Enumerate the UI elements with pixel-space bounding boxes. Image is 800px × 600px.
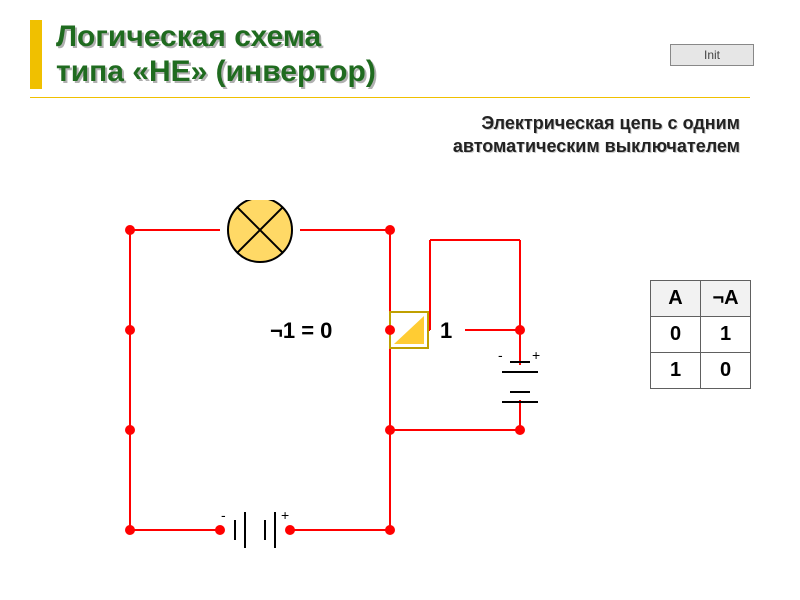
table-cell: 0 — [651, 317, 701, 353]
svg-text:-: - — [221, 507, 226, 523]
divider — [30, 97, 750, 98]
svg-text:+: + — [532, 347, 540, 363]
table-header: ¬A — [701, 281, 751, 317]
subtitle-line-1: Электрическая цепь с одним — [30, 112, 740, 135]
title-block: Логическая схема типа «НЕ» (инвертор) — [30, 20, 770, 89]
subtitle: Электрическая цепь с одним автоматически… — [30, 112, 770, 159]
truth-table: A¬A0110 — [650, 280, 751, 389]
title-line-2: типа «НЕ» (инвертор) — [56, 55, 770, 90]
equation-label: ¬1 = 0 — [270, 318, 332, 344]
circuit-diagram: - + - + — [90, 200, 550, 590]
table-cell: 1 — [651, 353, 701, 389]
table-header: A — [651, 281, 701, 317]
one-label: 1 — [440, 318, 452, 344]
svg-text:-: - — [498, 347, 503, 363]
title-line-1: Логическая схема — [56, 20, 770, 55]
subtitle-line-2: автоматическим выключателем — [30, 135, 740, 158]
svg-text:+: + — [281, 507, 289, 523]
table-cell: 1 — [701, 317, 751, 353]
init-button[interactable]: Init — [670, 44, 754, 66]
table-cell: 0 — [701, 353, 751, 389]
